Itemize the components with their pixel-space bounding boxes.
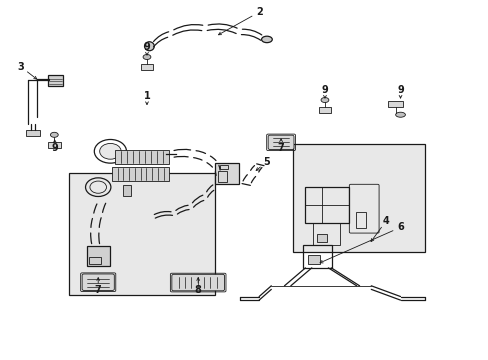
Bar — [86, 246, 110, 266]
Bar — [69, 173, 215, 295]
Bar — [312, 223, 339, 244]
Bar — [219, 165, 228, 169]
Ellipse shape — [395, 112, 405, 117]
Ellipse shape — [50, 132, 58, 137]
Bar — [387, 102, 402, 107]
Text: 2: 2 — [255, 7, 262, 17]
Bar — [316, 234, 327, 242]
Bar — [293, 144, 424, 252]
Text: 1: 1 — [143, 91, 150, 101]
Text: 3: 3 — [18, 62, 24, 72]
Text: 5: 5 — [263, 157, 269, 167]
Text: 8: 8 — [194, 285, 201, 295]
Bar — [112, 167, 169, 181]
Ellipse shape — [261, 36, 272, 42]
Text: 9: 9 — [321, 85, 327, 95]
Bar — [48, 142, 61, 148]
Ellipse shape — [90, 181, 106, 193]
FancyBboxPatch shape — [267, 135, 293, 149]
Text: 9: 9 — [52, 143, 59, 153]
Bar — [217, 171, 227, 182]
Bar — [48, 75, 63, 86]
Bar — [89, 257, 101, 264]
FancyBboxPatch shape — [82, 274, 114, 291]
Bar — [303, 244, 331, 268]
Ellipse shape — [321, 98, 328, 103]
Text: 6: 6 — [396, 222, 403, 232]
Text: 4: 4 — [382, 216, 388, 226]
Bar — [26, 130, 40, 136]
Text: 7: 7 — [277, 143, 284, 153]
Text: 9: 9 — [396, 85, 403, 95]
Bar — [355, 212, 366, 228]
Bar — [115, 150, 168, 164]
Bar — [215, 163, 238, 184]
Bar — [307, 255, 320, 264]
Text: 7: 7 — [95, 285, 102, 295]
FancyBboxPatch shape — [171, 274, 224, 291]
Bar — [141, 64, 153, 70]
Ellipse shape — [100, 143, 121, 159]
Text: 9: 9 — [143, 42, 150, 51]
Ellipse shape — [143, 54, 151, 59]
Bar — [305, 187, 348, 223]
Bar — [122, 185, 131, 196]
Bar — [318, 107, 330, 113]
Ellipse shape — [144, 42, 154, 51]
